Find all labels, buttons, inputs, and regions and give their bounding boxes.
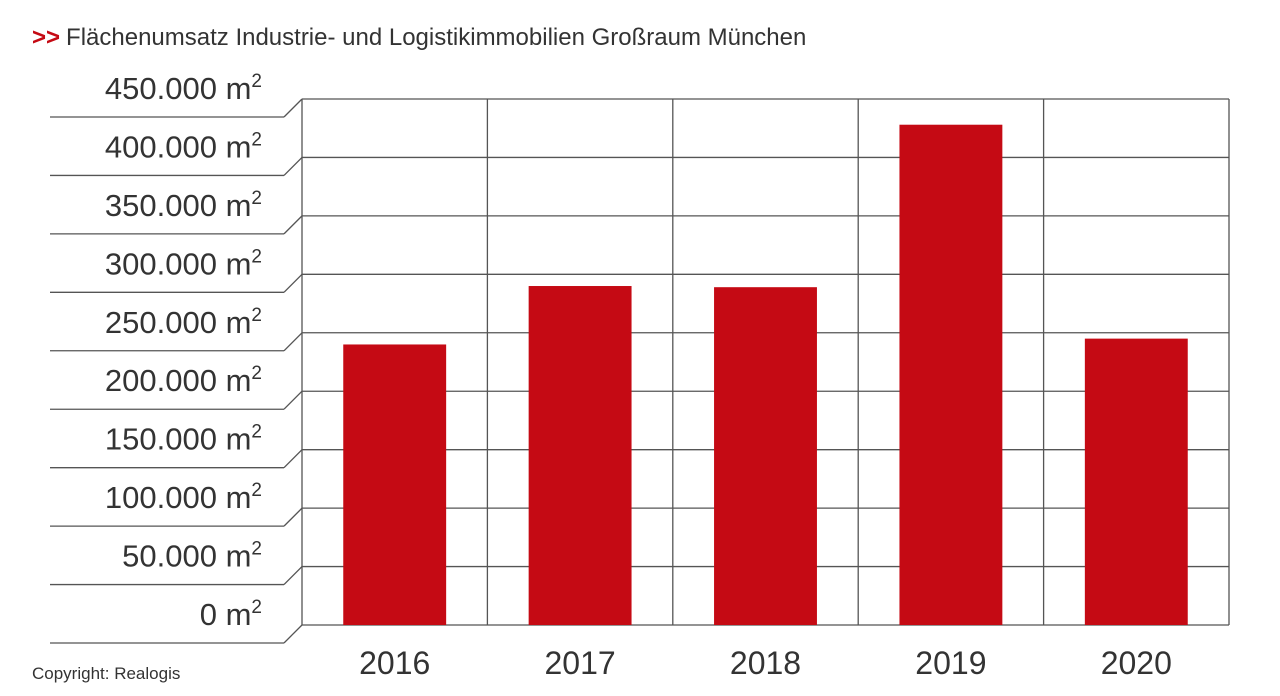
gridline-6 [50,273,1229,293]
y-tick-label-3: 150.000 m2 [105,422,262,457]
copyright-text: Copyright: Realogis [32,664,181,683]
x-axis: 2016 2017 2018 2019 2020 [359,645,1172,681]
y-tick-label-8: 400.000 m2 [105,129,262,164]
bar-2016 [343,344,447,625]
y-tick-label-4: 200.000 m2 [105,363,262,398]
y-tick-label-1: 50.000 m2 [122,539,262,574]
y-tick-label-9: 450.000 m2 [105,71,262,106]
title-text: Flächenumsatz Industrie- und Logistikimm… [66,24,807,51]
bar-2020 [1084,338,1188,625]
x-tick-label-2017: 2017 [545,645,616,681]
y-tick-label-7: 350.000 m2 [105,188,262,223]
y-tick-label-5: 250.000 m2 [105,305,262,340]
bar-layer [343,124,1188,626]
gridline-9 [50,98,1229,118]
x-tick-label-2019: 2019 [915,645,986,681]
chart-title: >> Flächenumsatz Industrie- und Logistiki… [32,24,806,52]
bar-2018 [714,287,817,625]
y-tick-label-2: 100.000 m2 [105,480,262,515]
gridline-7 [50,215,1229,235]
gridline-8 [50,156,1229,177]
bar-2019 [899,124,1003,626]
x-tick-label-2016: 2016 [359,645,430,681]
bar-2017 [528,286,632,625]
x-tick-label-2020: 2020 [1101,645,1172,681]
title-marker: >> [32,24,61,51]
y-tick-label-0: 0 m2 [200,597,262,632]
y-tick-label-6: 300.000 m2 [105,246,262,281]
x-tick-label-2018: 2018 [730,645,801,681]
y-axis: 0 m2 50.000 m2 100.000 m2 150.000 m2 200.000… [105,71,262,632]
